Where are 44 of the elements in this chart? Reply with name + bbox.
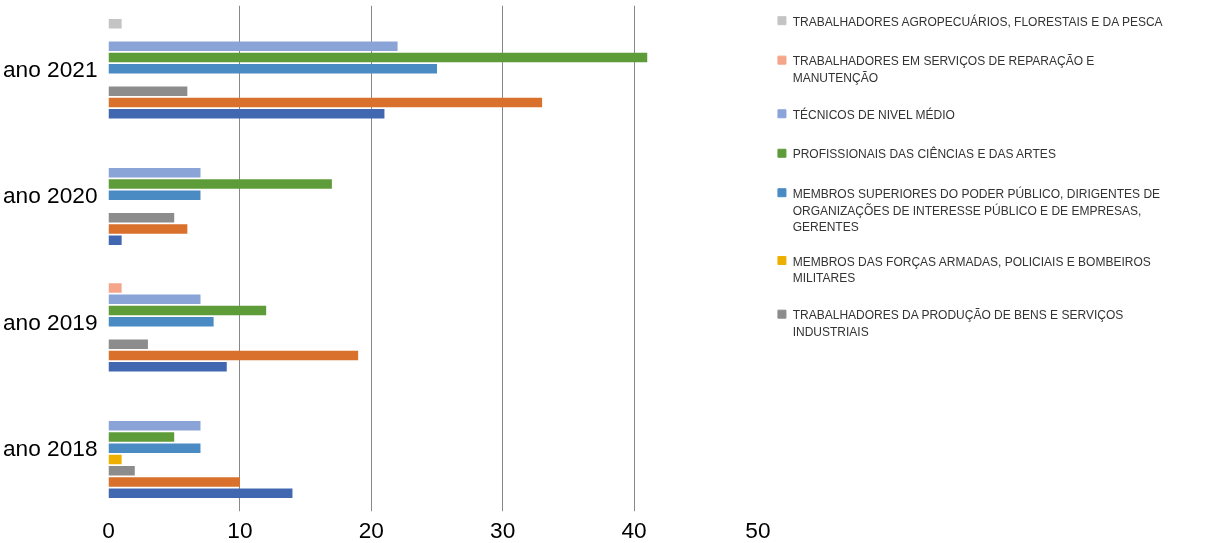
bar: [108, 179, 332, 189]
bar: [108, 86, 188, 97]
bar: [108, 294, 201, 305]
bar: [108, 212, 175, 223]
bar: [108, 420, 201, 431]
bar: [108, 465, 135, 476]
bar: [108, 361, 227, 372]
legend-label: TRABALHADORES EM SERVIÇOS DE REPARAÇÃO E MANUTENÇÃO: [792, 54, 1095, 85]
bar: [108, 63, 437, 74]
y-tick-label: ano 2019: [3, 308, 98, 335]
bar: [108, 443, 201, 454]
x-tick-label: 40: [621, 516, 647, 543]
bar: [108, 41, 398, 52]
bar: [108, 190, 201, 201]
y-tick-label: ano 2020: [3, 182, 98, 209]
bar: [108, 224, 188, 234]
legend-label: MEMBROS DAS FORÇAS ARMADAS, POLICIAIS E BOMBEIROS MILITARES: [792, 254, 1151, 286]
bar: [108, 305, 267, 316]
y-tick-label: ano 2021: [3, 55, 98, 82]
x-tick-label: 30: [490, 516, 516, 543]
bar: [108, 454, 122, 465]
bar: [108, 350, 359, 361]
bar: [108, 432, 175, 442]
bar: [108, 52, 648, 63]
legend-label: TÉCNICOS DE NIVEL MÉDIO: [792, 106, 955, 122]
x-tick-label: 0: [102, 516, 115, 543]
legend-label: MEMBROS SUPERIORES DO PODER PÚBLICO, DIRIGENTES DE ORGANIZAÇÕES DE INTERESSE PÚBLICO E DE EMPRESAS, GERENTES: [792, 185, 1161, 235]
bar: [108, 108, 385, 119]
legend-label: TRABALHADORES DA PRODUÇÃO DE BENS E SERVIÇOS INDUSTRIAIS: [792, 308, 1124, 339]
x-tick-label: 20: [358, 516, 384, 543]
bar: [108, 18, 122, 29]
y-tick-label: ano 2018: [3, 435, 98, 462]
x-tick-label: 50: [745, 516, 771, 543]
bar: [108, 488, 293, 499]
bar: [108, 339, 148, 350]
legend-label: PROFISSIONAIS DAS CIÊNCIAS E DAS ARTES: [792, 146, 1056, 162]
bar: [108, 477, 240, 487]
bar: [108, 316, 214, 327]
x-tick-label: 10: [227, 516, 253, 543]
bar: [108, 283, 122, 293]
bar: [108, 235, 122, 246]
bar: [108, 167, 201, 178]
legend-label: TRABALHADORES AGROPECUÁRIOS, FLORESTAIS E DA PESCA: [792, 13, 1163, 29]
bar: [108, 97, 543, 108]
